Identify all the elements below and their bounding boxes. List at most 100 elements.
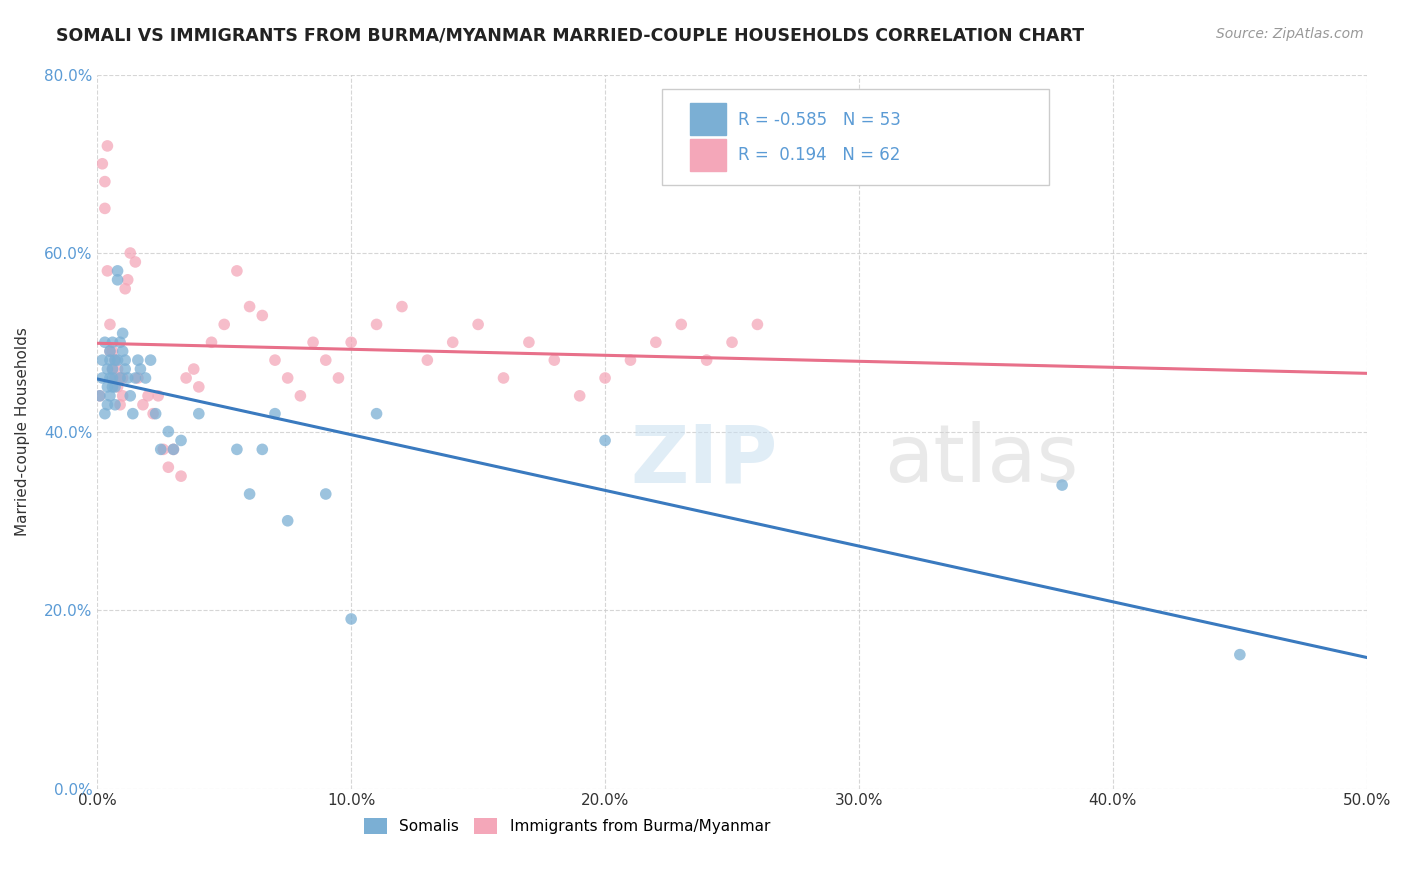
- Point: [517, 335, 540, 350]
- Point: [107, 362, 129, 376]
- Point: [252, 442, 274, 457]
- Point: [467, 318, 489, 332]
- Point: [145, 407, 167, 421]
- Text: atlas: atlas: [884, 421, 1078, 500]
- Point: [239, 300, 262, 314]
- Point: [174, 371, 197, 385]
- Point: [104, 398, 127, 412]
- Bar: [690, 103, 725, 136]
- Text: R = -0.585   N = 53: R = -0.585 N = 53: [738, 111, 901, 128]
- Point: [302, 335, 325, 350]
- Point: [157, 425, 180, 439]
- Point: [593, 434, 616, 448]
- Point: [162, 442, 184, 457]
- Point: [264, 407, 287, 421]
- Point: [91, 353, 114, 368]
- FancyBboxPatch shape: [662, 89, 1049, 186]
- Point: [225, 264, 247, 278]
- Point: [98, 353, 121, 368]
- Point: [134, 371, 156, 385]
- Point: [114, 353, 136, 368]
- Point: [107, 273, 129, 287]
- Point: [108, 371, 131, 385]
- Point: [94, 335, 117, 350]
- Point: [277, 514, 299, 528]
- Point: [108, 398, 131, 412]
- Point: [101, 344, 124, 359]
- Point: [212, 318, 235, 332]
- Legend: Somalis, Immigrants from Burma/Myanmar: Somalis, Immigrants from Burma/Myanmar: [364, 819, 770, 834]
- Point: [200, 335, 222, 350]
- Point: [104, 380, 127, 394]
- Point: [492, 371, 515, 385]
- Point: [340, 612, 363, 626]
- Point: [98, 344, 121, 359]
- Point: [148, 389, 170, 403]
- Text: SOMALI VS IMMIGRANTS FROM BURMA/MYANMAR MARRIED-COUPLE HOUSEHOLDS CORRELATION CH: SOMALI VS IMMIGRANTS FROM BURMA/MYANMAR …: [56, 27, 1084, 45]
- Point: [671, 318, 693, 332]
- Point: [139, 353, 162, 368]
- Text: R =  0.194   N = 62: R = 0.194 N = 62: [738, 146, 901, 164]
- Point: [104, 371, 127, 385]
- Point: [170, 434, 193, 448]
- Point: [1229, 648, 1251, 662]
- Point: [124, 371, 146, 385]
- Point: [111, 371, 134, 385]
- Point: [157, 460, 180, 475]
- Point: [114, 282, 136, 296]
- Point: [117, 273, 139, 287]
- Point: [441, 335, 464, 350]
- Point: [120, 246, 142, 260]
- Point: [315, 353, 337, 368]
- Point: [121, 407, 143, 421]
- Point: [94, 407, 117, 421]
- Point: [120, 389, 142, 403]
- Point: [136, 389, 159, 403]
- Point: [721, 335, 744, 350]
- Point: [1050, 478, 1073, 492]
- Point: [277, 371, 299, 385]
- Point: [101, 371, 124, 385]
- Point: [111, 326, 134, 341]
- Point: [91, 371, 114, 385]
- Point: [98, 389, 121, 403]
- Point: [149, 442, 172, 457]
- Point: [416, 353, 439, 368]
- Point: [108, 335, 131, 350]
- Point: [170, 469, 193, 483]
- Point: [107, 353, 129, 368]
- Point: [129, 362, 152, 376]
- Point: [96, 380, 118, 394]
- Point: [142, 407, 165, 421]
- Point: [543, 353, 565, 368]
- Point: [114, 362, 136, 376]
- Point: [117, 371, 139, 385]
- Point: [366, 407, 388, 421]
- Point: [132, 398, 155, 412]
- Point: [96, 398, 118, 412]
- Point: [111, 344, 134, 359]
- Point: [187, 380, 209, 394]
- Point: [366, 318, 388, 332]
- Point: [98, 371, 121, 385]
- Point: [696, 353, 718, 368]
- Text: Source: ZipAtlas.com: Source: ZipAtlas.com: [1216, 27, 1364, 41]
- Point: [98, 318, 121, 332]
- Point: [101, 380, 124, 394]
- Point: [108, 371, 131, 385]
- Point: [101, 362, 124, 376]
- Y-axis label: Married-couple Households: Married-couple Households: [15, 327, 30, 536]
- Point: [264, 353, 287, 368]
- Point: [111, 389, 134, 403]
- Point: [644, 335, 666, 350]
- Point: [315, 487, 337, 501]
- Point: [340, 335, 363, 350]
- Point: [101, 362, 124, 376]
- Point: [127, 371, 149, 385]
- Point: [101, 335, 124, 350]
- Point: [619, 353, 641, 368]
- Point: [89, 389, 111, 403]
- Point: [290, 389, 312, 403]
- Point: [107, 380, 129, 394]
- Point: [94, 202, 117, 216]
